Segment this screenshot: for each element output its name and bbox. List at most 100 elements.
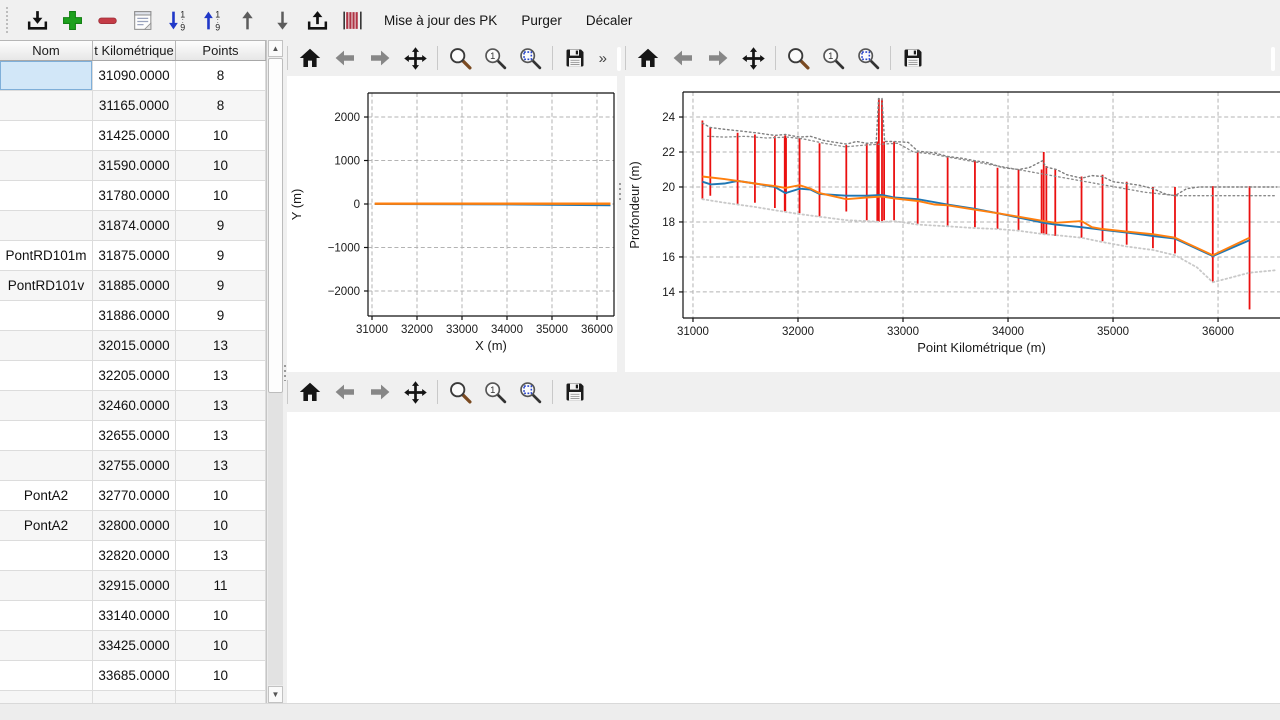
cell-points[interactable]: 9: [176, 271, 266, 301]
cell-pk[interactable]: 32205.0000: [93, 361, 176, 391]
home-icon[interactable]: [297, 45, 323, 71]
cell-points[interactable]: [176, 691, 266, 703]
cell-pk[interactable]: 31425.0000: [93, 121, 176, 151]
add-row-icon[interactable]: [55, 4, 90, 36]
cell-nom[interactable]: [0, 421, 93, 451]
scroll-up-icon[interactable]: ▲: [268, 40, 283, 57]
cell-points[interactable]: 10: [176, 481, 266, 511]
cell-nom[interactable]: PontA2: [0, 511, 93, 541]
cell-nom[interactable]: [0, 601, 93, 631]
cell-nom[interactable]: [0, 121, 93, 151]
cell-points[interactable]: 10: [176, 631, 266, 661]
cell-pk[interactable]: 32800.0000: [93, 511, 176, 541]
cell-points[interactable]: 10: [176, 181, 266, 211]
zoom-one-icon[interactable]: 1: [820, 45, 846, 71]
back-icon[interactable]: [332, 379, 358, 405]
cell-nom[interactable]: [0, 331, 93, 361]
column-header-nom[interactable]: Nom: [0, 41, 93, 60]
empty-plot-canvas[interactable]: [287, 412, 1280, 703]
forward-icon[interactable]: [705, 45, 731, 71]
cell-pk[interactable]: [93, 691, 176, 703]
save-icon[interactable]: [562, 45, 588, 71]
pan-icon[interactable]: [402, 379, 428, 405]
cell-nom[interactable]: [0, 691, 93, 703]
cell-nom[interactable]: PontRD101v: [0, 271, 93, 301]
cell-points[interactable]: 13: [176, 421, 266, 451]
cell-points[interactable]: 13: [176, 541, 266, 571]
cell-nom[interactable]: [0, 361, 93, 391]
cell-points[interactable]: 13: [176, 331, 266, 361]
cell-pk[interactable]: 32015.0000: [93, 331, 176, 361]
zoom-region-icon[interactable]: [855, 45, 881, 71]
purge-button[interactable]: Purger: [521, 12, 562, 28]
shift-button[interactable]: Décaler: [585, 12, 633, 28]
pane-splitter[interactable]: [283, 40, 287, 703]
cell-nom[interactable]: [0, 631, 93, 661]
cell-pk[interactable]: 33425.0000: [93, 631, 176, 661]
cell-nom[interactable]: [0, 181, 93, 211]
sort-ascending-icon[interactable]: 1:9: [160, 4, 195, 36]
cell-nom[interactable]: PontRD101m: [0, 241, 93, 271]
cell-points[interactable]: 10: [176, 151, 266, 181]
zoom-one-icon[interactable]: 1: [482, 45, 508, 71]
zoom-icon[interactable]: [785, 45, 811, 71]
mini-scrollbar[interactable]: [1271, 47, 1275, 71]
cell-pk[interactable]: 32915.0000: [93, 571, 176, 601]
cell-pk[interactable]: 32755.0000: [93, 451, 176, 481]
cell-pk[interactable]: 31886.0000: [93, 301, 176, 331]
back-icon[interactable]: [670, 45, 696, 71]
scrollbar-track[interactable]: [268, 393, 283, 685]
save-icon[interactable]: [562, 379, 588, 405]
scrollbar-thumb[interactable]: [268, 58, 283, 393]
cell-nom[interactable]: [0, 391, 93, 421]
toolbar-drag-handle[interactable]: [6, 7, 14, 33]
home-icon[interactable]: [635, 45, 661, 71]
profile-plot-canvas[interactable]: 31000 32000 33000 34000 35000 36000 14 16 18 20 22…: [625, 76, 1280, 372]
cell-pk[interactable]: 32770.0000: [93, 481, 176, 511]
pan-icon[interactable]: [740, 45, 766, 71]
notes-icon[interactable]: [125, 4, 160, 36]
forward-icon[interactable]: [367, 379, 393, 405]
cell-nom[interactable]: [0, 661, 93, 691]
cell-pk[interactable]: 33685.0000: [93, 661, 176, 691]
cell-points[interactable]: 10: [176, 601, 266, 631]
zoom-region-icon[interactable]: [517, 45, 543, 71]
remove-row-icon[interactable]: [90, 4, 125, 36]
cell-pk[interactable]: 31165.0000: [93, 91, 176, 121]
cell-pk[interactable]: 31780.0000: [93, 181, 176, 211]
cell-pk[interactable]: 31875.0000: [93, 241, 176, 271]
cell-points[interactable]: 11: [176, 571, 266, 601]
cell-nom[interactable]: [0, 61, 93, 91]
cell-pk[interactable]: 31090.0000: [93, 61, 176, 91]
cell-nom[interactable]: [0, 301, 93, 331]
zoom-one-icon[interactable]: 1: [482, 379, 508, 405]
move-up-icon[interactable]: [230, 4, 265, 36]
zoom-icon[interactable]: [447, 45, 473, 71]
cell-points[interactable]: 13: [176, 361, 266, 391]
cell-nom[interactable]: [0, 541, 93, 571]
toolbar-overflow-icon[interactable]: »: [598, 49, 607, 67]
zoom-icon[interactable]: [447, 379, 473, 405]
column-header-points[interactable]: Points: [176, 41, 266, 60]
pan-icon[interactable]: [402, 45, 428, 71]
cell-points[interactable]: 9: [176, 301, 266, 331]
cell-nom[interactable]: PontA2: [0, 481, 93, 511]
update-pk-button[interactable]: Mise à jour des PK: [384, 12, 498, 28]
move-down-icon[interactable]: [265, 4, 300, 36]
cell-points[interactable]: 10: [176, 661, 266, 691]
xy-plot-canvas[interactable]: 31000 32000 33000 34000 35000 36000 −2000 −1000…: [287, 76, 617, 372]
cell-pk[interactable]: 32460.0000: [93, 391, 176, 421]
cell-pk[interactable]: 31885.0000: [93, 271, 176, 301]
back-icon[interactable]: [332, 45, 358, 71]
profiles-icon[interactable]: [335, 4, 370, 36]
cell-points[interactable]: 13: [176, 391, 266, 421]
zoom-region-icon[interactable]: [517, 379, 543, 405]
cell-pk[interactable]: 31590.0000: [93, 151, 176, 181]
sort-descending-icon[interactable]: 1:9: [195, 4, 230, 36]
cell-nom[interactable]: [0, 571, 93, 601]
forward-icon[interactable]: [367, 45, 393, 71]
cell-pk[interactable]: 31874.0000: [93, 211, 176, 241]
table-scrollbar[interactable]: ▲ ▼: [266, 40, 283, 703]
scroll-down-icon[interactable]: ▼: [268, 686, 283, 703]
cell-points[interactable]: 10: [176, 511, 266, 541]
